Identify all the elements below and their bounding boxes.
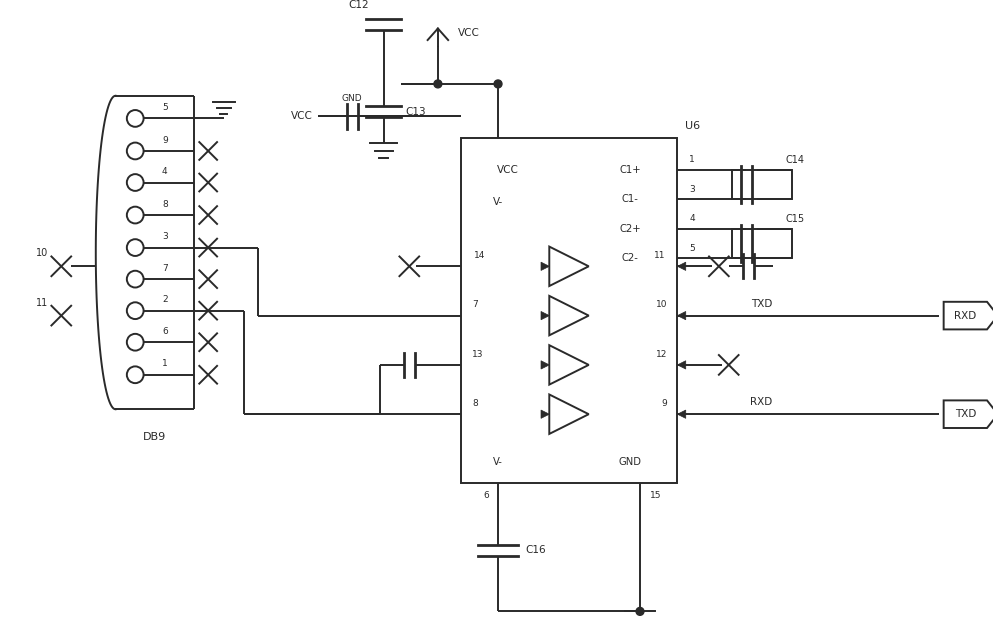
Text: 7: 7 bbox=[162, 264, 168, 273]
Text: TXD: TXD bbox=[955, 409, 976, 419]
Circle shape bbox=[636, 607, 644, 615]
Bar bbox=[732, 170, 792, 199]
Polygon shape bbox=[541, 312, 549, 320]
Text: C16: C16 bbox=[526, 545, 546, 555]
Text: 3: 3 bbox=[162, 232, 168, 241]
Polygon shape bbox=[677, 262, 686, 270]
Text: 12: 12 bbox=[656, 350, 668, 358]
Text: 4: 4 bbox=[689, 215, 695, 223]
Text: 8: 8 bbox=[162, 200, 168, 209]
Text: 3: 3 bbox=[689, 185, 695, 194]
Circle shape bbox=[494, 80, 502, 88]
Text: VCC: VCC bbox=[497, 165, 519, 175]
Text: DB9: DB9 bbox=[143, 432, 167, 442]
Polygon shape bbox=[541, 361, 549, 369]
Text: V-: V- bbox=[493, 457, 503, 466]
Text: 5: 5 bbox=[689, 244, 695, 253]
Text: 14: 14 bbox=[474, 251, 486, 260]
Text: 9: 9 bbox=[662, 399, 668, 408]
Text: 6: 6 bbox=[483, 491, 489, 500]
Polygon shape bbox=[541, 410, 549, 418]
Text: VCC: VCC bbox=[458, 28, 479, 38]
Text: 11: 11 bbox=[654, 251, 666, 260]
Text: C15: C15 bbox=[786, 214, 805, 224]
Text: C2-: C2- bbox=[622, 254, 639, 263]
Text: C1-: C1- bbox=[622, 194, 639, 204]
Text: 9: 9 bbox=[162, 136, 168, 144]
Text: GND: GND bbox=[619, 457, 642, 466]
Text: C13: C13 bbox=[405, 107, 426, 117]
Text: 1: 1 bbox=[689, 155, 695, 164]
Text: C14: C14 bbox=[786, 155, 805, 165]
Text: RXD: RXD bbox=[750, 397, 772, 407]
Polygon shape bbox=[677, 361, 686, 369]
Text: 15: 15 bbox=[650, 491, 661, 500]
Polygon shape bbox=[541, 262, 549, 270]
Text: 10: 10 bbox=[656, 300, 668, 309]
Text: 7: 7 bbox=[472, 300, 478, 309]
Text: 4: 4 bbox=[162, 167, 168, 176]
Text: 5: 5 bbox=[162, 103, 168, 112]
Text: C12: C12 bbox=[349, 0, 369, 10]
Polygon shape bbox=[677, 312, 686, 320]
Text: TXD: TXD bbox=[751, 299, 772, 308]
Text: 8: 8 bbox=[472, 399, 478, 408]
Text: 11: 11 bbox=[36, 298, 48, 308]
Text: U6: U6 bbox=[685, 122, 700, 131]
Text: V-: V- bbox=[493, 197, 503, 207]
Bar bbox=[732, 229, 792, 259]
Text: 13: 13 bbox=[472, 350, 484, 358]
Polygon shape bbox=[677, 410, 686, 418]
Text: 2: 2 bbox=[162, 296, 168, 304]
Text: RXD: RXD bbox=[954, 310, 976, 321]
Text: 1: 1 bbox=[162, 360, 168, 368]
Text: VCC: VCC bbox=[291, 112, 313, 122]
Text: C2+: C2+ bbox=[619, 224, 641, 234]
Text: 6: 6 bbox=[162, 327, 168, 336]
Bar bbox=[461, 138, 677, 483]
Circle shape bbox=[434, 80, 442, 88]
Text: 10: 10 bbox=[36, 249, 48, 259]
Text: GND: GND bbox=[342, 94, 362, 103]
Text: C1+: C1+ bbox=[619, 165, 641, 175]
